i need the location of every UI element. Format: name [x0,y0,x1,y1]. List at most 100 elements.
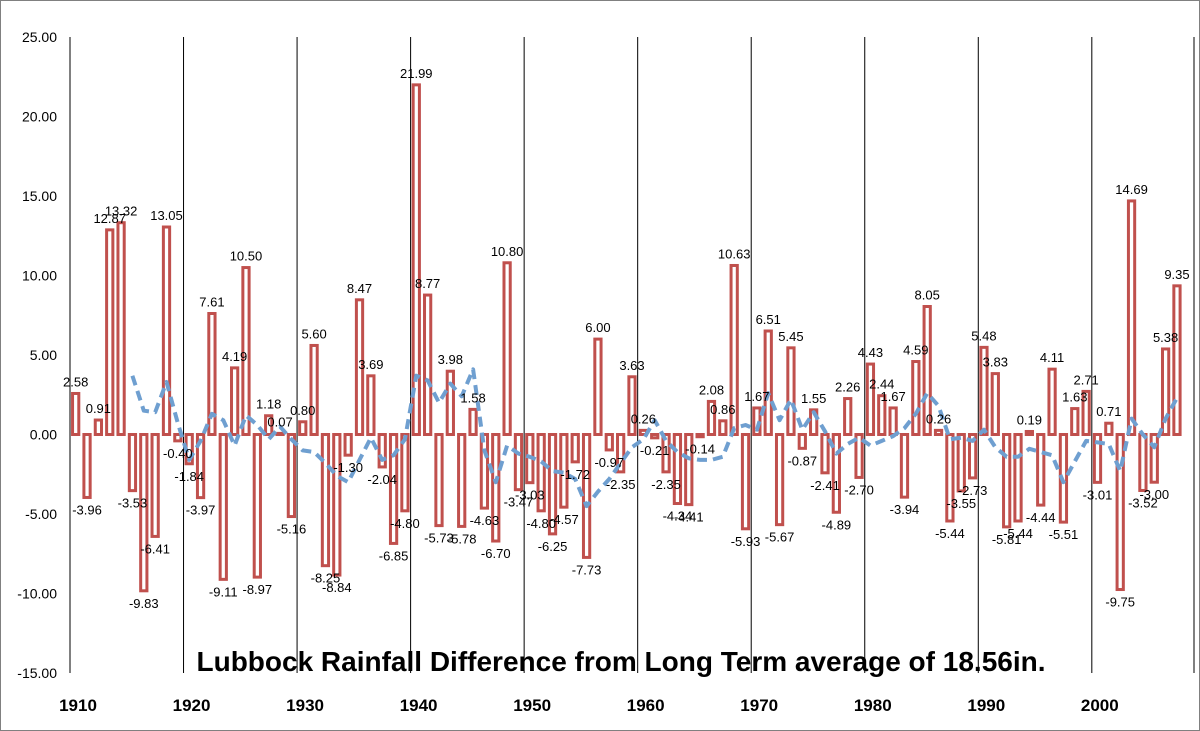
bar [1081,389,1091,437]
bar [684,433,694,507]
data-label: -2.04 [367,472,397,487]
bar [933,428,944,436]
bar [672,433,683,506]
bar [1104,421,1114,436]
bar [706,399,717,437]
x-tick-label: 1910 [59,696,97,715]
bar [990,372,1000,436]
data-label: 2.58 [63,374,88,389]
data-label: 2.26 [835,380,860,395]
data-label: -5.44 [1003,526,1033,541]
data-label: 2.71 [1073,372,1098,387]
bar [695,433,705,439]
x-tick-label: 1920 [173,696,211,715]
x-tick-label: 1980 [854,696,892,715]
data-label: 14.69 [1115,182,1148,197]
bar [922,305,932,437]
bar [718,419,728,436]
data-label: -3.94 [890,502,920,517]
data-label: -9.11 [209,584,238,599]
data-label: 8.47 [347,281,372,296]
bar [343,433,353,457]
data-label: 4.59 [903,343,928,358]
data-label: 1.67 [744,389,769,404]
data-label: -3.55 [946,496,976,511]
trend-line [130,367,1179,509]
data-label: -4.89 [822,517,852,532]
data-label: -1.72 [560,467,590,482]
bar [1002,433,1012,529]
bar [434,433,444,528]
bar [195,433,206,500]
x-tick-label: 1970 [740,696,778,715]
bar [865,362,876,436]
x-tick-label: 2000 [1081,696,1119,715]
data-label: -4.44 [1026,510,1056,525]
data-label: 1.18 [256,397,281,412]
bar [854,433,864,479]
bar [831,433,841,514]
data-label: 4.43 [858,345,883,360]
bar [388,433,399,545]
data-label: 7.61 [199,295,224,310]
data-label: -1.84 [174,469,204,484]
bar [139,433,149,593]
data-label: -5.81 [992,532,1022,547]
data-label: 2.08 [699,382,724,397]
bar [1149,433,1159,484]
y-tick-label: 15.00 [22,188,57,204]
data-label: -3.47 [504,495,534,510]
bar [752,406,762,436]
bar [1036,433,1046,507]
data-label: -8.97 [243,582,273,597]
bar [491,433,501,543]
data-label: 2.44 [869,377,894,392]
data-label: 1.67 [880,389,905,404]
bar [309,343,319,436]
data-label: 5.48 [971,328,996,343]
x-axis-tick-labels: 1910 1920 1930 1940 1950 1960 1970 1980 1990 2000 [59,696,1119,715]
bar [1047,367,1057,436]
data-label: 3.98 [438,352,463,367]
bar [786,346,796,436]
data-label: 9.35 [1164,267,1189,282]
bar [570,433,580,464]
x-tick-label: 1960 [627,696,665,715]
bar [286,433,297,519]
data-label: 0.26 [926,411,951,426]
bar [899,433,910,499]
bar [71,391,81,436]
data-label: -7.73 [572,562,602,577]
y-tick-label: 0.00 [30,427,57,443]
data-label: -2.41 [810,478,840,493]
data-label: -5.16 [277,522,307,537]
y-tick-label: -10.00 [17,586,57,602]
bar [809,408,819,437]
bar [264,414,274,437]
bar [252,433,262,579]
bar [1115,433,1125,592]
bar [650,433,660,440]
data-label: 13.32 [105,204,138,219]
bar [581,433,592,559]
data-label: 5.60 [301,326,326,341]
bar [127,433,138,493]
data-label: -0.40 [163,446,193,461]
x-tick-label: 1930 [286,696,324,715]
y-tick-label: 5.00 [30,347,57,363]
bar [536,433,546,513]
data-label: 13.05 [150,208,183,223]
data-label: 4.11 [1040,350,1064,365]
bar [298,420,308,436]
data-label: -4.80 [390,516,420,531]
bar [843,397,853,437]
trend-line-layer [130,367,1179,509]
bar [616,433,626,474]
data-label: -4.34 [663,509,693,524]
bar [468,407,478,436]
data-label: 0.80 [290,403,315,418]
data-label: -5.44 [935,526,965,541]
bar [888,406,898,436]
